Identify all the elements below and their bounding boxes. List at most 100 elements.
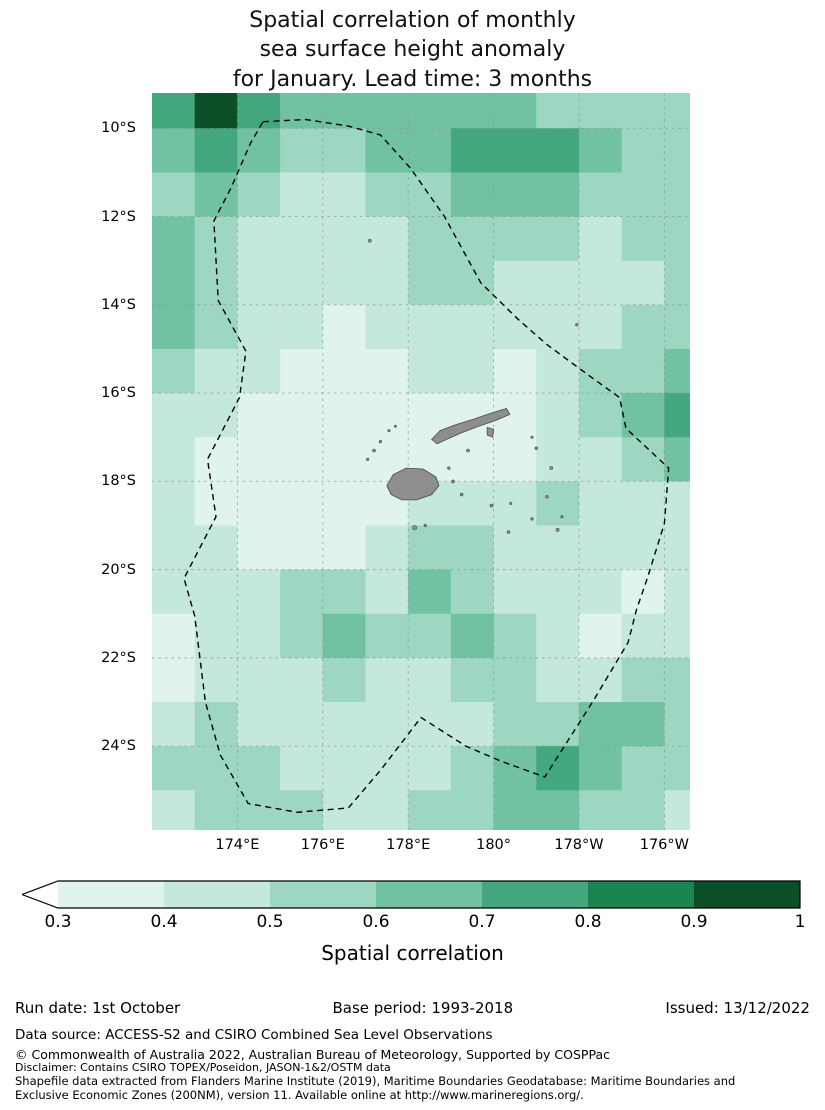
island-dot (560, 515, 564, 519)
island-dot (393, 424, 397, 428)
heatmap-cell (450, 790, 495, 836)
island-dot (466, 448, 470, 453)
heatmap-cell (493, 569, 537, 615)
island (486, 426, 495, 438)
island-dot (534, 446, 538, 450)
heatmap-cell (237, 746, 281, 791)
heatmap-cell (365, 525, 409, 571)
lon-tick-label: 178°W (554, 837, 604, 853)
island-dot (575, 323, 579, 327)
colorbar (22, 880, 801, 909)
heatmap-cell (664, 84, 708, 129)
shapefile-note-line2: Exclusive Economic Zones (200NM), versio… (15, 1088, 584, 1102)
heatmap-cell (408, 172, 452, 218)
heatmap-cell (408, 569, 452, 615)
heatmap-cell (664, 393, 708, 438)
heatmap-cell (194, 481, 238, 527)
lon-tick-label: 180° (476, 837, 512, 853)
heatmap-cell (450, 216, 495, 262)
heatmap-cell (152, 657, 196, 703)
heatmap-cell (536, 437, 580, 482)
heatmap-cell (237, 216, 281, 262)
heatmap-cell (365, 393, 409, 438)
heatmap-cell (664, 216, 708, 262)
heatmap-cell (493, 128, 537, 174)
lat-tick-label: 10°S (101, 120, 136, 137)
heatmap-cell (621, 393, 665, 438)
heatmap-cell (152, 613, 196, 659)
heatmap-cell (280, 437, 324, 482)
heatmap-cell (664, 613, 708, 659)
heatmap-cell (365, 790, 409, 836)
lon-tick-label: 176°W (639, 837, 689, 853)
lon-axis: 174°E 176°E 178°E 180° 178°W 176°W (152, 837, 690, 859)
heatmap-cell (194, 84, 238, 129)
heatmap-cell (578, 657, 623, 703)
island-dot (451, 479, 455, 484)
heatmap-cell (536, 128, 580, 174)
heatmap-cell (408, 525, 452, 571)
heatmap-cell (322, 481, 367, 527)
heatmap-cell (450, 84, 495, 129)
island-dot (459, 492, 464, 497)
heatmap-cell (237, 790, 281, 836)
heatmap-cell (493, 481, 537, 527)
base-period: Base period: 1993-2018 (332, 999, 514, 1017)
heatmap-cell (194, 437, 238, 482)
heatmap-cell (664, 525, 708, 571)
heatmap-cell (578, 569, 623, 615)
heatmap-cell (450, 348, 495, 394)
heatmap-cell (493, 260, 537, 306)
heatmap-cell (621, 172, 665, 218)
colorbar-segment (588, 881, 695, 908)
colorbar-tick-label: 0.5 (256, 912, 284, 932)
heatmap-cell (280, 657, 324, 703)
figure-title: Spatial correlation of monthly sea surfa… (0, 6, 825, 94)
heatmap-cell (408, 84, 452, 129)
heatmap-cell (322, 437, 367, 482)
island (431, 408, 511, 445)
issued-date: Issued: 13/12/2022 (665, 999, 810, 1017)
heatmap-cell (493, 657, 537, 703)
heatmap-cell (322, 525, 367, 571)
heatmap-cell (450, 128, 495, 174)
colorbar-tick-label: 0.8 (574, 912, 602, 932)
heatmap-cell (280, 260, 324, 306)
island-dot (509, 501, 513, 505)
island-dot (530, 435, 534, 439)
heatmap-cell (621, 437, 665, 482)
run-date: Run date: 1st October (15, 999, 181, 1017)
lat-tick-label: 14°S (101, 296, 136, 313)
heatmap-cell (365, 348, 409, 394)
heatmap-cell (536, 260, 580, 306)
heatmap-cell (194, 128, 238, 174)
lat-tick-label: 12°S (101, 208, 136, 225)
heatmap-cell (408, 657, 452, 703)
heatmap-cell (578, 393, 623, 438)
heatmap-cell (237, 657, 281, 703)
heatmap-cell (450, 613, 495, 659)
heatmap-cell (578, 746, 623, 791)
lat-tick-label: 20°S (101, 561, 136, 578)
lat-tick-label: 22°S (101, 649, 136, 666)
heatmap-cell (365, 304, 409, 350)
island-dot (378, 440, 382, 444)
colorbar-under-arrow (22, 881, 58, 908)
island-dot (489, 503, 494, 508)
copyright: © Commonwealth of Australia 2022, Austra… (15, 1047, 610, 1062)
heatmap-cell (322, 128, 367, 174)
eez-boundary (183, 118, 670, 814)
heatmap-cell (237, 172, 281, 218)
heatmap-cell (322, 613, 367, 659)
title-line-3: for January. Lead time: 3 months (232, 66, 593, 92)
heatmap-cell (194, 304, 238, 350)
heatmap-cell (536, 216, 580, 262)
colorbar-tick-label: 0.4 (150, 912, 178, 932)
heatmap-cell (621, 481, 665, 527)
heatmap-cell (578, 172, 623, 218)
island-dot (412, 525, 418, 531)
heatmap-cell (621, 304, 665, 350)
heatmap-cell (152, 437, 196, 482)
heatmap-cell (322, 790, 367, 836)
island-dot (372, 448, 376, 453)
